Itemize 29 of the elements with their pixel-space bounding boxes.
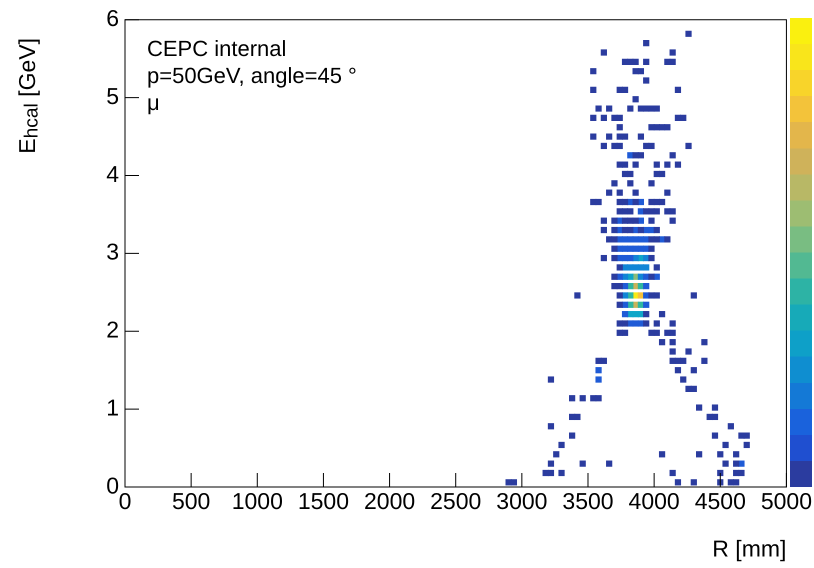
y-tick-label: 6	[106, 5, 119, 32]
x-tick-label: 5000	[760, 488, 812, 514]
x-tick-label: 2000	[364, 488, 416, 514]
x-tick-label: 2500	[430, 488, 482, 514]
y-tick-label: 3	[106, 238, 119, 265]
point	[595, 376, 602, 383]
y-tick-label: 0	[106, 472, 119, 498]
x-tick-label: 3500	[562, 488, 614, 514]
point	[643, 282, 650, 290]
y-tick-label: 5	[106, 83, 119, 110]
point	[643, 264, 650, 271]
x-tick-label: 4500	[694, 488, 746, 514]
point	[627, 254, 634, 262]
y-tick-label: 4	[106, 160, 120, 187]
annotation: CEPC internal	[147, 36, 286, 61]
point	[643, 302, 650, 308]
point	[595, 367, 602, 374]
x-tick-label: 500	[172, 488, 210, 514]
annotation: μ	[147, 90, 160, 115]
x-tick-label: 4000	[628, 488, 680, 514]
y-tick-label: 2	[106, 316, 119, 343]
point	[622, 311, 628, 318]
x-tick-label: 1000	[232, 488, 283, 514]
point	[638, 218, 644, 224]
x-axis-title: R [mm]	[712, 536, 786, 562]
annotation: p=50GeV, angle=45 °	[147, 62, 357, 88]
x-tick-label: 1500	[298, 488, 350, 514]
y-tick-label: 1	[106, 394, 119, 420]
x-tick-label: 3000	[496, 488, 548, 514]
